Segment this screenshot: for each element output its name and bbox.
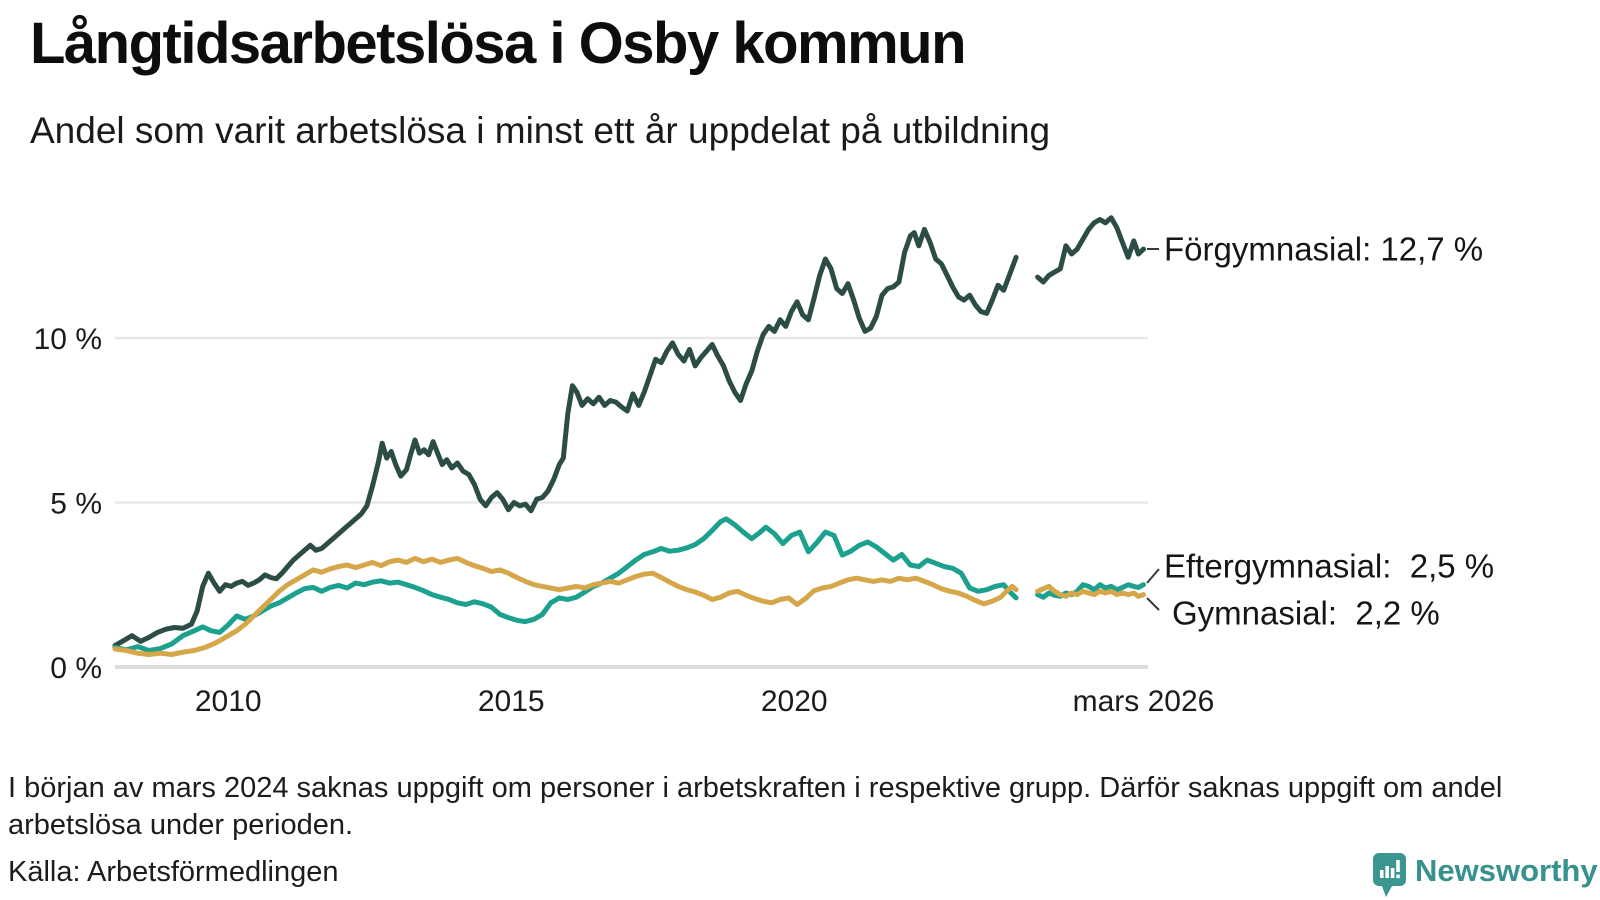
newsworthy-logo-text: Newsworthy	[1415, 853, 1598, 888]
series-line-förgymnasial	[1035, 215, 1146, 285]
series-line-förgymnasial	[112, 226, 1019, 649]
series-end-label-gymnasial: Gymnasial: 2,2 %	[1172, 595, 1440, 632]
x-tick-label: 2015	[478, 685, 545, 718]
newsworthy-logo[interactable]: Newsworthy	[1372, 852, 1598, 900]
y-tick-label: 10 %	[34, 323, 102, 356]
series-line-eftergymnasial	[112, 516, 1019, 653]
line-chart: 0 % 5 % 10 % 2010 2015 2020 mars 2026 Förgymna…	[34, 215, 1494, 718]
leader-line	[1146, 597, 1160, 611]
series-end-label-eftergymnasial: Eftergymnasial: 2,5 %	[1164, 548, 1494, 585]
page-title: Långtidsarbetslösa i Osby kommun	[30, 11, 967, 76]
footnote: I början av mars 2024 saknas uppgift om …	[8, 772, 1503, 841]
series-line-gymnasial	[1035, 583, 1146, 599]
series-line-gymnasial	[112, 555, 1019, 657]
grid-layer	[115, 336, 1148, 669]
page-subtitle: Andel som varit arbetslösa i minst ett å…	[30, 110, 1051, 151]
series-line-eftergymnasial	[1035, 582, 1146, 600]
y-tick-label: 0 %	[50, 652, 102, 685]
axis-tick-labels: 0 % 5 % 10 % 2010 2015 2020 mars 2026	[34, 323, 1215, 718]
series-end-label-forgymnasial: Förgymnasial: 12,7 %	[1164, 231, 1483, 268]
newsworthy-logo-icon	[1372, 852, 1407, 900]
x-tick-label: 2020	[761, 685, 828, 718]
x-tick-label: mars 2026	[1073, 685, 1215, 718]
x-tick-label: 2010	[195, 685, 262, 718]
leader-line	[1146, 568, 1160, 584]
series-lines	[112, 215, 1146, 657]
source-attribution: Källa: Arbetsförmedlingen	[8, 856, 339, 888]
y-tick-label: 5 %	[50, 487, 102, 520]
label-leader-lines	[1146, 248, 1160, 611]
